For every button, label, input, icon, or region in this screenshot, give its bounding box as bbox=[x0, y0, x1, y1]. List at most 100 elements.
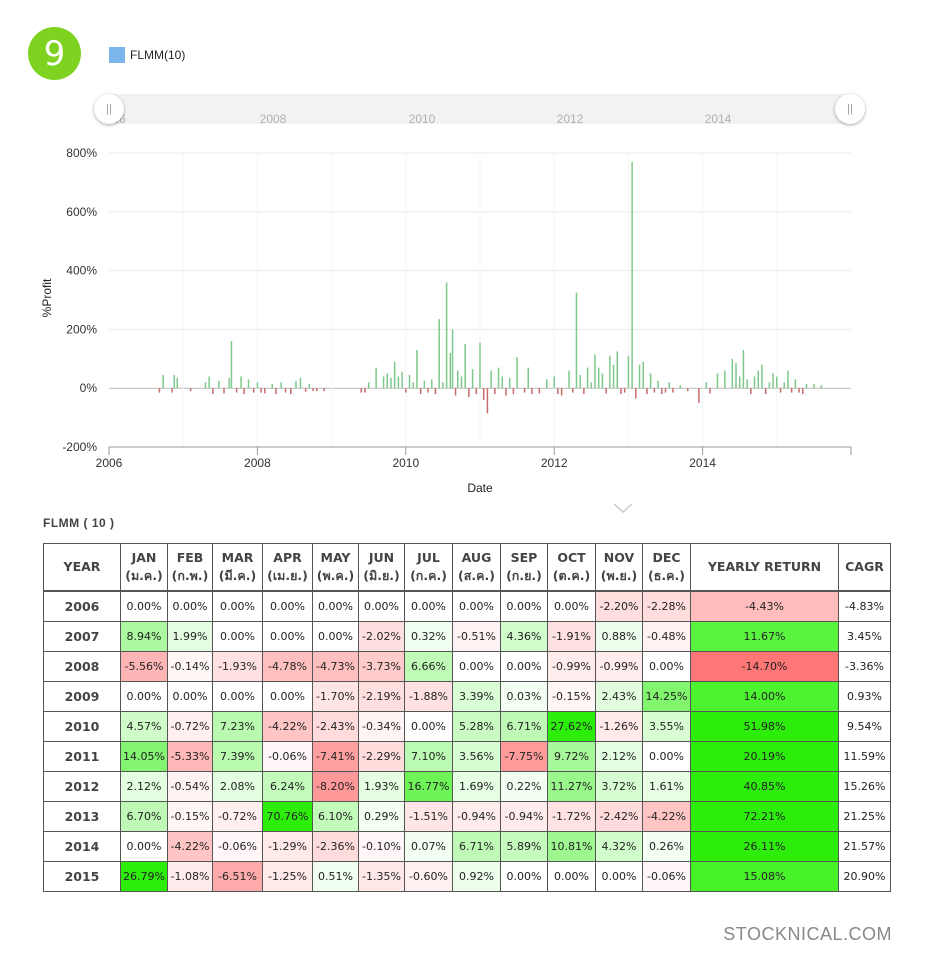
month-return-cell: -0.60% bbox=[404, 861, 453, 892]
month-return-cell: 0.00% bbox=[500, 590, 548, 622]
column-header-name: OCT bbox=[557, 550, 586, 565]
month-return-cell: 0.00% bbox=[312, 590, 359, 622]
column-header-name: YEAR bbox=[63, 559, 101, 574]
table-row: 2008 -5.56% -0.14% -1.93% -4.78% -4.73% -3.73%… bbox=[43, 651, 891, 682]
month-return-cell: 0.00% bbox=[262, 681, 313, 712]
data-bar bbox=[649, 373, 652, 389]
month-return-cell: 0.00% bbox=[547, 861, 596, 892]
step-number: 9 bbox=[43, 33, 66, 74]
y-tick-label: 200% bbox=[66, 322, 97, 336]
cagr-cell: -4.83% bbox=[838, 590, 891, 622]
month-return-cell: -0.06% bbox=[642, 861, 691, 892]
data-bar bbox=[616, 351, 619, 389]
data-bar bbox=[553, 376, 555, 389]
cagr-cell: 15.26% bbox=[838, 771, 891, 802]
data-bar bbox=[397, 376, 400, 389]
data-bar bbox=[672, 388, 674, 393]
column-header-thai: (ม.ค.) bbox=[125, 568, 163, 583]
month-return-cell: -0.72% bbox=[167, 711, 213, 742]
data-bar bbox=[323, 388, 325, 392]
data-bar bbox=[609, 355, 611, 389]
year-cell: 2011 bbox=[43, 741, 121, 772]
month-return-cell: -0.48% bbox=[642, 621, 691, 652]
data-bar bbox=[538, 388, 541, 394]
data-bar bbox=[590, 382, 593, 389]
legend-swatch bbox=[109, 47, 125, 63]
range-navigator[interactable] bbox=[108, 94, 851, 124]
month-return-cell: -7.75% bbox=[500, 741, 548, 772]
data-bar bbox=[252, 388, 255, 393]
cagr-cell: 21.25% bbox=[838, 801, 891, 832]
column-header-thai: (พ.ค.) bbox=[316, 568, 355, 583]
month-return-cell: -1.08% bbox=[167, 861, 213, 892]
month-return-cell: -0.94% bbox=[500, 801, 548, 832]
navigator-left-handle[interactable]: || bbox=[94, 94, 124, 124]
data-bar bbox=[631, 161, 633, 389]
data-bar bbox=[240, 376, 242, 389]
data-bar bbox=[454, 388, 457, 396]
data-bar bbox=[783, 382, 785, 389]
data-bar bbox=[568, 370, 570, 389]
column-header-thai: (ต.ค.) bbox=[552, 568, 591, 583]
month-return-cell: 6.71% bbox=[500, 711, 548, 742]
data-bar bbox=[208, 376, 210, 389]
data-bar bbox=[171, 388, 173, 393]
data-bar bbox=[597, 367, 600, 389]
y-tick-label: 800% bbox=[66, 146, 97, 160]
data-bar bbox=[709, 388, 711, 394]
data-bar bbox=[486, 388, 489, 414]
y-tick-label: 400% bbox=[66, 264, 97, 278]
month-return-cell: 0.88% bbox=[595, 621, 643, 652]
chevron-down-icon[interactable] bbox=[613, 503, 633, 513]
data-bar bbox=[176, 377, 179, 389]
month-return-cell: 7.23% bbox=[212, 711, 263, 742]
month-return-cell: 0.00% bbox=[500, 861, 548, 892]
data-bar bbox=[757, 370, 759, 389]
month-return-cell: 4.36% bbox=[500, 621, 548, 652]
chart-legend[interactable]: FLMM(10) bbox=[109, 47, 185, 63]
data-bar bbox=[668, 382, 670, 389]
data-bar bbox=[284, 388, 287, 393]
monthly-returns-table: YEAR JAN (ม.ค.) FEB (ก.พ.) MAR (มี.ค.) APR (เม.ย… bbox=[43, 543, 891, 892]
cagr-cell: 21.57% bbox=[838, 831, 891, 862]
table-row: 2006 0.00% 0.00% 0.00% 0.00% 0.00% 0.00% 0.00% 0… bbox=[43, 590, 891, 622]
data-bar bbox=[162, 374, 164, 389]
data-bar bbox=[419, 388, 422, 395]
data-bar bbox=[497, 367, 500, 389]
data-bar bbox=[299, 377, 302, 389]
data-bar bbox=[523, 388, 526, 393]
month-return-cell: -1.93% bbox=[212, 651, 263, 682]
month-return-cell: 8.94% bbox=[120, 621, 168, 652]
month-return-cell: 4.32% bbox=[595, 831, 643, 862]
data-bar bbox=[442, 382, 444, 389]
data-bar bbox=[623, 388, 626, 393]
data-bar bbox=[158, 388, 161, 393]
x-tick-label: 2006 bbox=[96, 456, 123, 470]
data-bar bbox=[661, 388, 663, 395]
data-bar bbox=[189, 388, 192, 392]
yearly-return-cell: 15.08% bbox=[690, 861, 839, 892]
column-header-thai: (มี.ค.) bbox=[218, 568, 257, 583]
profit-bar-chart[interactable]: 800% 600% 400% 200% 0% -200% 2006 2008 2010 2012 2… bbox=[0, 140, 938, 480]
month-return-cell: -6.51% bbox=[212, 861, 263, 892]
month-return-cell: 0.00% bbox=[358, 590, 405, 622]
data-bar bbox=[393, 361, 396, 389]
table-row: 2007 8.94% 1.99% 0.00% 0.00% 0.00% -2.02% 0.32%… bbox=[43, 621, 891, 652]
data-bar bbox=[445, 282, 448, 389]
table-row: 2013 6.70% -0.15% -0.72% 70.76% 6.10% 0.29% -1.… bbox=[43, 801, 891, 832]
data-bar bbox=[475, 388, 478, 395]
cagr-cell: 11.59% bbox=[838, 741, 891, 772]
column-header-name: NOV bbox=[603, 550, 635, 565]
data-bar bbox=[575, 292, 578, 389]
data-bar bbox=[742, 349, 745, 389]
navigator-right-handle[interactable]: || bbox=[835, 94, 865, 124]
year-cell: 2015 bbox=[43, 861, 121, 892]
cagr-cell: 9.54% bbox=[838, 711, 891, 742]
data-bar bbox=[449, 352, 452, 389]
x-tick-label: 2012 bbox=[541, 456, 568, 470]
month-return-cell: 14.05% bbox=[120, 741, 168, 772]
month-return-cell: 14.25% bbox=[642, 681, 691, 712]
column-header: APR (เม.ย.) bbox=[262, 543, 313, 592]
yearly-return-cell: 11.67% bbox=[690, 621, 839, 652]
year-cell: 2013 bbox=[43, 801, 121, 832]
